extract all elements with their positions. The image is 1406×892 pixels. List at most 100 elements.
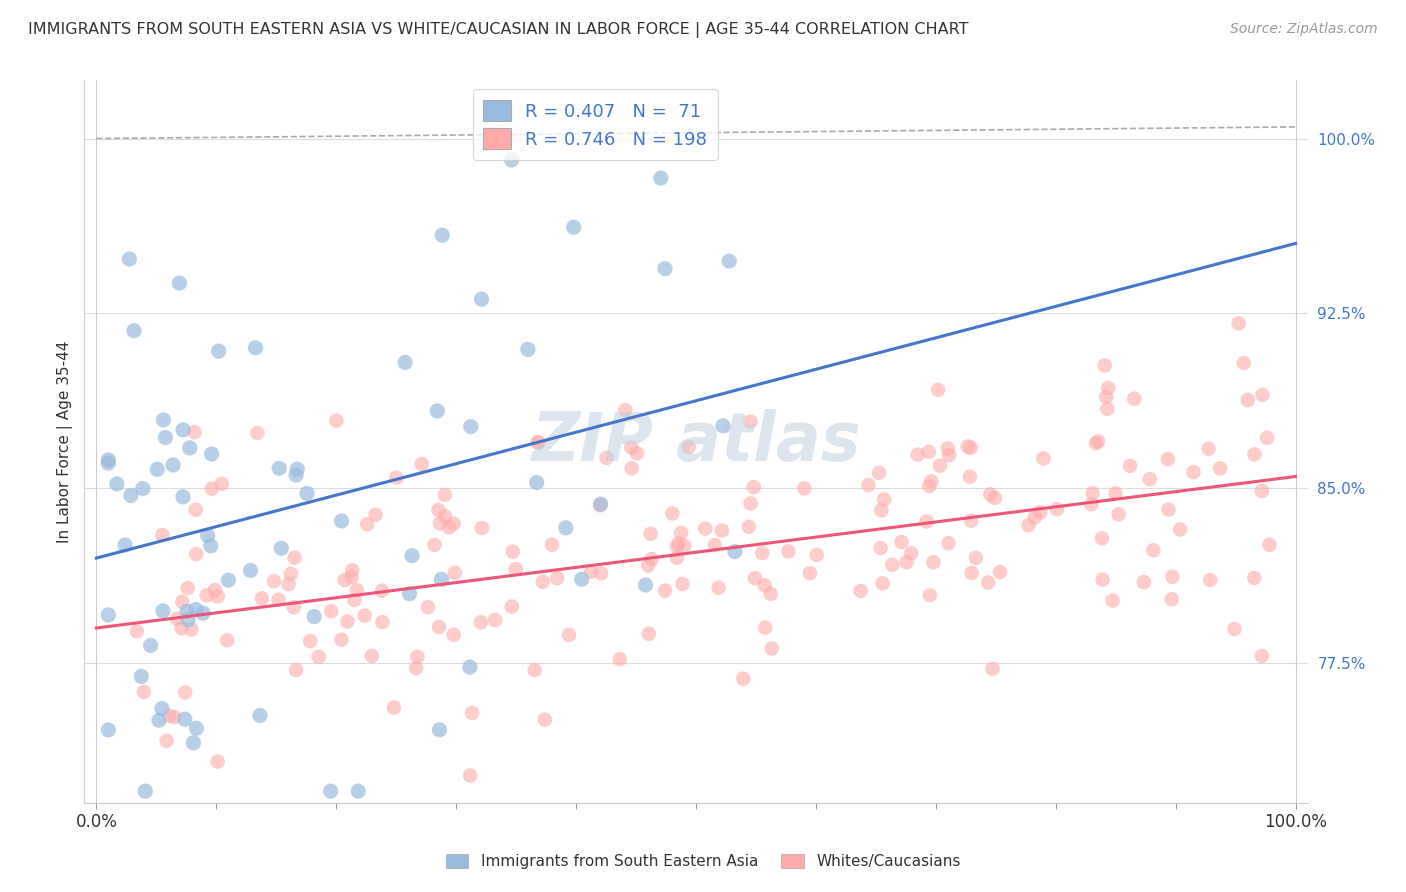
Point — [1243, 447, 1265, 461]
Point — [554, 521, 576, 535]
Point — [1123, 392, 1146, 406]
Point — [595, 450, 617, 465]
Point — [609, 652, 631, 666]
Point — [1250, 648, 1272, 663]
Point — [1017, 518, 1039, 533]
Point — [346, 583, 368, 598]
Point — [1160, 592, 1182, 607]
Point — [172, 490, 194, 504]
Point — [302, 609, 325, 624]
Point — [411, 457, 433, 471]
Point — [269, 461, 291, 475]
Point — [245, 341, 267, 355]
Point — [1084, 436, 1107, 450]
Point — [405, 661, 427, 675]
Point — [724, 544, 747, 558]
Point — [620, 461, 643, 475]
Point — [1251, 483, 1274, 498]
Point — [754, 578, 776, 592]
Point — [360, 648, 382, 663]
Point — [184, 602, 207, 616]
Point — [340, 570, 363, 584]
Point — [641, 552, 664, 566]
Point — [523, 663, 546, 677]
Point — [319, 784, 342, 798]
Point — [744, 571, 766, 585]
Point — [870, 503, 893, 517]
Point — [1104, 486, 1126, 500]
Point — [1029, 505, 1052, 519]
Point — [666, 550, 689, 565]
Point — [571, 572, 593, 586]
Point — [132, 685, 155, 699]
Point — [437, 520, 460, 534]
Point — [669, 525, 692, 540]
Point — [873, 492, 896, 507]
Legend: Immigrants from South Eastern Asia, Whites/Caucasians: Immigrants from South Eastern Asia, Whit… — [440, 848, 966, 875]
Point — [922, 555, 945, 569]
Point — [131, 669, 153, 683]
Point — [1108, 508, 1130, 522]
Point — [626, 446, 648, 460]
Point — [433, 509, 456, 524]
Point — [184, 502, 207, 516]
Point — [270, 541, 292, 556]
Point — [614, 403, 637, 417]
Point — [172, 595, 194, 609]
Point — [211, 476, 233, 491]
Point — [501, 599, 523, 614]
Point — [1258, 538, 1281, 552]
Point — [984, 491, 1007, 505]
Point — [927, 383, 949, 397]
Point — [740, 496, 762, 510]
Point — [114, 538, 136, 552]
Point — [959, 441, 981, 455]
Point — [122, 324, 145, 338]
Text: IMMIGRANTS FROM SOUTH EASTERN ASIA VS WHITE/CAUCASIAN IN LABOR FORCE | AGE 35-44: IMMIGRANTS FROM SOUTH EASTERN ASIA VS WH… — [28, 22, 969, 38]
Point — [654, 583, 676, 598]
Point — [638, 626, 661, 640]
Point — [120, 488, 142, 502]
Point — [159, 708, 181, 723]
Point — [285, 468, 308, 483]
Point — [249, 708, 271, 723]
Point — [703, 538, 725, 552]
Point — [759, 587, 782, 601]
Point — [634, 578, 657, 592]
Point — [186, 547, 208, 561]
Point — [640, 526, 662, 541]
Point — [1209, 461, 1232, 475]
Point — [406, 649, 429, 664]
Point — [423, 538, 446, 552]
Point — [427, 620, 450, 634]
Point — [163, 710, 186, 724]
Point — [97, 453, 120, 467]
Point — [353, 608, 375, 623]
Point — [97, 456, 120, 470]
Point — [401, 549, 423, 563]
Point — [105, 476, 128, 491]
Point — [398, 587, 420, 601]
Point — [872, 576, 894, 591]
Point — [429, 516, 451, 531]
Point — [177, 613, 200, 627]
Point — [280, 566, 302, 581]
Point — [97, 607, 120, 622]
Point — [981, 662, 1004, 676]
Point — [371, 615, 394, 630]
Text: ZIP atlas: ZIP atlas — [531, 409, 860, 475]
Point — [668, 536, 690, 550]
Point — [284, 550, 307, 565]
Point — [201, 447, 224, 461]
Point — [579, 565, 602, 579]
Point — [1091, 573, 1114, 587]
Point — [918, 479, 941, 493]
Point — [754, 621, 776, 635]
Point — [742, 480, 765, 494]
Point — [471, 521, 494, 535]
Point — [751, 546, 773, 560]
Point — [589, 499, 612, 513]
Point — [761, 641, 783, 656]
Point — [152, 604, 174, 618]
Point — [1256, 431, 1278, 445]
